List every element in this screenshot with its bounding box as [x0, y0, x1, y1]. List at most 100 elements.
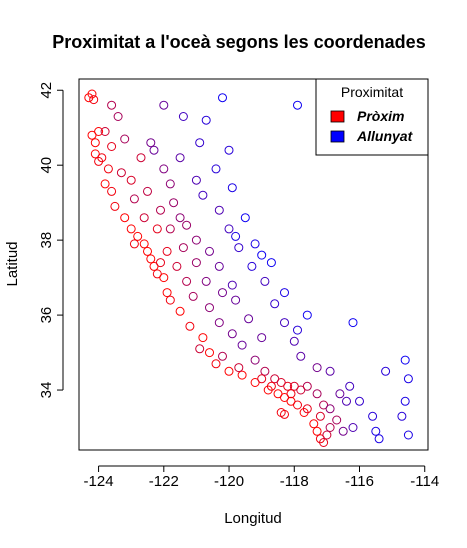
data-point — [175, 306, 185, 316]
data-point — [260, 366, 270, 376]
data-point — [129, 194, 139, 204]
data-point — [97, 153, 107, 163]
data-point — [100, 127, 110, 136]
data-point — [244, 314, 254, 324]
x-tick-label: -118 — [280, 473, 309, 490]
data-point — [165, 224, 175, 234]
data-point — [90, 149, 100, 159]
data-point — [348, 318, 358, 328]
data-point — [133, 231, 143, 241]
data-point — [87, 130, 97, 140]
data-point — [214, 205, 224, 215]
data-point — [400, 396, 410, 406]
data-point — [175, 153, 185, 163]
data-point — [312, 389, 322, 399]
data-point — [107, 142, 117, 151]
data-point — [201, 276, 211, 286]
data-point — [240, 213, 250, 223]
data-point — [355, 396, 364, 406]
data-point — [165, 179, 175, 189]
data-point — [211, 164, 221, 174]
data-point — [374, 434, 384, 444]
data-point — [136, 153, 146, 163]
data-point — [107, 186, 117, 196]
data-point — [302, 310, 312, 320]
data-point — [381, 366, 391, 376]
chart-title: Proximitat a l'oceà segons les coordenad… — [52, 32, 425, 52]
data-point — [126, 175, 136, 185]
data-point — [247, 261, 257, 271]
data-point — [218, 351, 227, 361]
data-point — [120, 213, 130, 223]
data-point — [162, 246, 172, 256]
data-point — [146, 138, 156, 148]
data-points — [84, 89, 413, 447]
data-point — [120, 134, 130, 144]
data-point — [231, 295, 241, 305]
data-point — [218, 93, 227, 103]
data-point — [214, 318, 224, 328]
data-point — [319, 438, 329, 447]
data-point — [165, 295, 175, 305]
data-point — [201, 115, 211, 125]
data-point — [159, 164, 169, 174]
data-point — [312, 363, 322, 373]
y-tick-label: 34 — [38, 382, 55, 399]
data-point — [325, 423, 335, 432]
x-tick-label: -116 — [345, 473, 374, 490]
data-point — [338, 426, 348, 436]
data-point — [397, 411, 407, 421]
data-point — [175, 213, 185, 223]
data-point — [280, 318, 289, 328]
data-point — [214, 261, 224, 271]
x-tick-label: -120 — [214, 473, 244, 490]
data-point — [100, 179, 110, 189]
data-point — [315, 411, 325, 421]
data-point — [257, 250, 267, 260]
data-point — [195, 138, 205, 148]
legend-swatch-near — [330, 110, 345, 123]
data-point — [146, 254, 156, 264]
legend-label-far: Allunyat — [356, 128, 414, 144]
data-point — [182, 276, 192, 286]
data-point — [87, 89, 97, 99]
data-point — [335, 389, 345, 399]
data-point — [280, 409, 289, 419]
data-point — [403, 430, 413, 440]
data-point — [332, 415, 342, 425]
data-point — [250, 378, 260, 387]
data-point — [266, 258, 276, 268]
data-point — [113, 112, 123, 121]
data-point — [143, 186, 152, 196]
data-point — [224, 224, 234, 234]
data-point — [257, 333, 267, 343]
data-point — [149, 261, 159, 271]
x-axis: -124 -122 -120 -118 -116 -114 — [84, 465, 439, 490]
data-point — [325, 366, 335, 376]
data-point — [211, 359, 221, 369]
data-point — [126, 224, 136, 234]
data-point — [94, 127, 104, 136]
data-point — [218, 288, 227, 298]
legend-label-near: Pròxim — [357, 108, 404, 124]
data-point — [319, 400, 329, 410]
data-point — [162, 288, 172, 298]
y-tick-label: 38 — [38, 232, 55, 249]
data-point — [234, 363, 244, 373]
data-point — [149, 145, 159, 155]
data-point — [302, 404, 312, 414]
data-point — [139, 239, 149, 249]
y-axis-label: Latitud — [4, 241, 21, 286]
data-point — [178, 243, 188, 253]
data-point — [116, 168, 126, 178]
data-point — [322, 430, 332, 440]
data-point — [289, 381, 299, 391]
x-tick-label: -124 — [84, 473, 114, 490]
data-point — [103, 164, 113, 174]
data-point — [293, 400, 302, 410]
data-point — [325, 404, 335, 414]
data-point — [296, 351, 306, 361]
data-point — [257, 374, 267, 384]
data-point — [205, 246, 214, 256]
